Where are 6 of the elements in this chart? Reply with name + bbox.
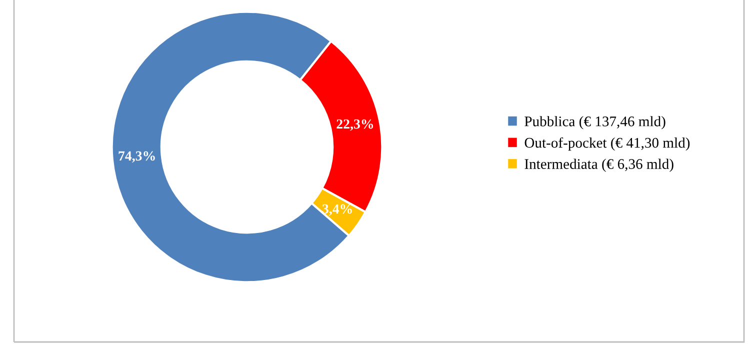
legend-label: Pubblica (€ 137,46 mld) <box>524 116 666 130</box>
data-label: 22,3% <box>336 119 374 131</box>
data-label: 3,4% <box>322 204 352 216</box>
legend-label: Out-of-pocket (€ 41,30 mld) <box>524 137 690 151</box>
data-label: 74,3% <box>118 151 155 163</box>
legend-label: Intermediata (€ 6,36 mld) <box>524 158 674 172</box>
